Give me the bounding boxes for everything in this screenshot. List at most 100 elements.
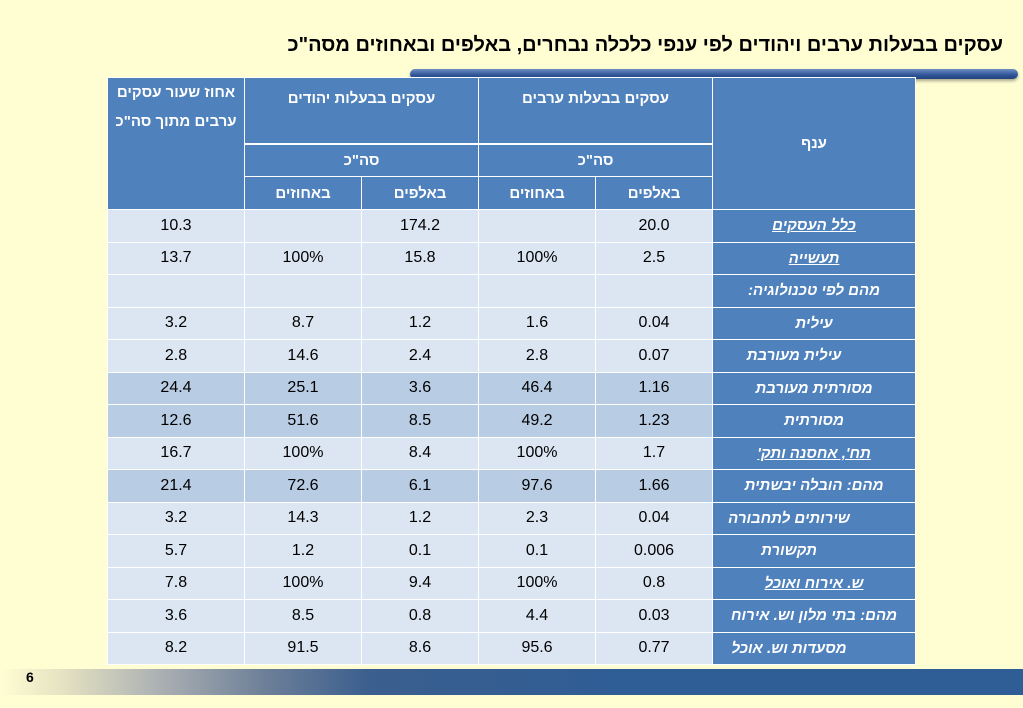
row-label: מהם לפי טכנולוגיה: xyxy=(712,274,917,308)
table-row: עילית 0.04 1.6 1.2 8.7 3.2 xyxy=(107,306,917,340)
cell-jewish-thousands: 1.2 xyxy=(361,306,479,340)
cell-jewish-thousands: 6.1 xyxy=(361,469,479,503)
cell-arab-percent: 4.4 xyxy=(477,599,597,633)
cell-jewish-percent: 14.6 xyxy=(244,339,362,373)
table-body: כלל העסקים 20.0 174.2 10.3 תעשייה 2.5 100% 15.8… xyxy=(107,209,917,665)
table-row: מסורתית 1.23 49.2 8.5 51.6 12.6 xyxy=(107,404,917,438)
cell-arab-thousands: 1.23 xyxy=(595,404,714,438)
cell-pct-arab: 7.8 xyxy=(107,566,245,600)
cell-jewish-percent: 1.2 xyxy=(244,534,362,568)
table-row: תקשורת 0.006 0.1 0.1 1.2 5.7 xyxy=(107,534,917,568)
header-jewish-thousands: באלפים xyxy=(361,176,479,210)
cell-pct-arab: 3.2 xyxy=(107,306,245,340)
cell-arab-thousands: 2.5 xyxy=(595,241,714,275)
table-row: תעשייה 2.5 100% 15.8 100% 13.7 xyxy=(107,241,917,275)
cell-pct-arab: 2.8 xyxy=(107,339,245,373)
cell-jewish-thousands: 1.2 xyxy=(361,501,479,535)
cell-arab-percent: 97.6 xyxy=(477,469,597,503)
cell-jewish-thousands: 8.4 xyxy=(361,436,479,470)
cell-pct-arab: 3.2 xyxy=(107,501,245,535)
header-total-arab: סה"כ xyxy=(477,142,714,177)
cell-jewish-thousands: 9.4 xyxy=(361,566,479,600)
row-label: תח', אחסנה ותק' xyxy=(712,436,917,470)
cell-jewish-percent: 91.5 xyxy=(244,631,362,665)
cell-jewish-percent: 14.3 xyxy=(244,501,362,535)
row-label: תקשורת xyxy=(712,534,917,568)
row-label-text: תח', אחסנה ותק' xyxy=(757,444,871,462)
row-label: עילית מעורבת xyxy=(712,339,917,373)
row-label: מסורתית מעורבת xyxy=(712,371,917,405)
row-label-text: עילית xyxy=(795,314,833,332)
cell-arab-percent: 100% xyxy=(477,566,597,600)
table-row: מהם: בתי מלון וש. אירוח 0.03 4.4 0.8 8.5 3.6 xyxy=(107,599,917,633)
cell-jewish-percent: 8.5 xyxy=(244,599,362,633)
row-label: מהם: בתי מלון וש. אירוח xyxy=(712,599,917,633)
row-label: שירותים לתחבורה xyxy=(712,501,917,535)
header-branch: ענף xyxy=(712,77,917,210)
header-jewish-businesses: עסקים בבעלות יהודים xyxy=(244,77,479,144)
cell-jewish-percent: 100% xyxy=(244,241,362,275)
cell-jewish-percent xyxy=(244,274,362,308)
footer-bar xyxy=(0,669,1023,695)
cell-jewish-thousands: 15.8 xyxy=(361,241,479,275)
row-label-text: ש. אירוח ואוכל xyxy=(764,574,864,592)
cell-pct-arab: 8.2 xyxy=(107,631,245,665)
cell-jewish-percent: 51.6 xyxy=(244,404,362,438)
cell-arab-thousands xyxy=(595,274,714,308)
cell-pct-arab: 12.6 xyxy=(107,404,245,438)
cell-pct-arab: 13.7 xyxy=(107,241,245,275)
table-row: מסורתית מעורבת 1.16 46.4 3.6 25.1 24.4 xyxy=(107,371,917,405)
cell-pct-arab: 3.6 xyxy=(107,599,245,633)
row-label-text: עילית מעורבת xyxy=(746,347,842,365)
cell-arab-percent: 100% xyxy=(477,241,597,275)
row-label: מהם: הובלה יבשתית xyxy=(712,469,917,503)
row-label-text: מהם: הובלה יבשתית xyxy=(744,477,884,495)
cell-arab-percent: 0.1 xyxy=(477,534,597,568)
page-title: עסקים בבעלות ערבים ויהודים לפי ענפי כלכל… xyxy=(287,34,1003,56)
header-total-jewish: סה"כ xyxy=(244,142,479,177)
cell-pct-arab: 10.3 xyxy=(107,209,245,243)
cell-jewish-thousands: 174.2 xyxy=(361,209,479,243)
cell-arab-thousands: 1.16 xyxy=(595,371,714,405)
cell-arab-percent: 49.2 xyxy=(477,404,597,438)
row-label: תעשייה xyxy=(712,241,917,275)
header-arab-thousands: באלפים xyxy=(595,176,714,210)
row-label: מסעדות וש. אוכל xyxy=(712,631,917,665)
title-underline-bar xyxy=(410,69,1018,79)
cell-jewish-thousands xyxy=(361,274,479,308)
table-row: ש. אירוח ואוכל 0.8 100% 9.4 100% 7.8 xyxy=(107,566,917,600)
cell-arab-percent: 46.4 xyxy=(477,371,597,405)
cell-jewish-percent: 72.6 xyxy=(244,469,362,503)
cell-jewish-thousands: 0.1 xyxy=(361,534,479,568)
cell-arab-percent xyxy=(477,209,597,243)
cell-pct-arab: 21.4 xyxy=(107,469,245,503)
row-label: כלל העסקים xyxy=(712,209,917,243)
cell-jewish-percent: 8.7 xyxy=(244,306,362,340)
cell-jewish-percent xyxy=(244,209,362,243)
cell-arab-thousands: 0.03 xyxy=(595,599,714,633)
table-row: מהם: הובלה יבשתית 1.66 97.6 6.1 72.6 21.4 xyxy=(107,469,917,503)
cell-arab-thousands: 20.0 xyxy=(595,209,714,243)
table-row: תח', אחסנה ותק' 1.7 100% 8.4 100% 16.7 xyxy=(107,436,917,470)
row-label-text: תקשורת xyxy=(761,542,817,560)
cell-arab-percent: 2.3 xyxy=(477,501,597,535)
header-arab-percents: באחוזים xyxy=(477,176,597,210)
row-label: ש. אירוח ואוכל xyxy=(712,566,917,600)
row-label-text: כלל העסקים xyxy=(772,217,856,235)
cell-arab-percent: 2.8 xyxy=(477,339,597,373)
cell-arab-thousands: 0.77 xyxy=(595,631,714,665)
cell-jewish-thousands: 8.6 xyxy=(361,631,479,665)
table-row: עילית מעורבת 0.07 2.8 2.4 14.6 2.8 xyxy=(107,339,917,373)
table-row: כלל העסקים 20.0 174.2 10.3 xyxy=(107,209,917,243)
business-table: ענף עסקים בבעלות ערבים עסקים בבעלות יהוד… xyxy=(107,77,917,665)
header-arab-businesses: עסקים בבעלות ערבים xyxy=(477,77,714,144)
cell-arab-thousands: 1.7 xyxy=(595,436,714,470)
cell-jewish-percent: 100% xyxy=(244,436,362,470)
row-label-text: תעשייה xyxy=(788,249,840,267)
cell-arab-thousands: 1.66 xyxy=(595,469,714,503)
cell-arab-percent: 95.6 xyxy=(477,631,597,665)
row-label-text: מסורתית מעורבת xyxy=(755,379,873,397)
table-row: מהם לפי טכנולוגיה: xyxy=(107,274,917,308)
cell-arab-percent: 100% xyxy=(477,436,597,470)
cell-pct-arab: 5.7 xyxy=(107,534,245,568)
